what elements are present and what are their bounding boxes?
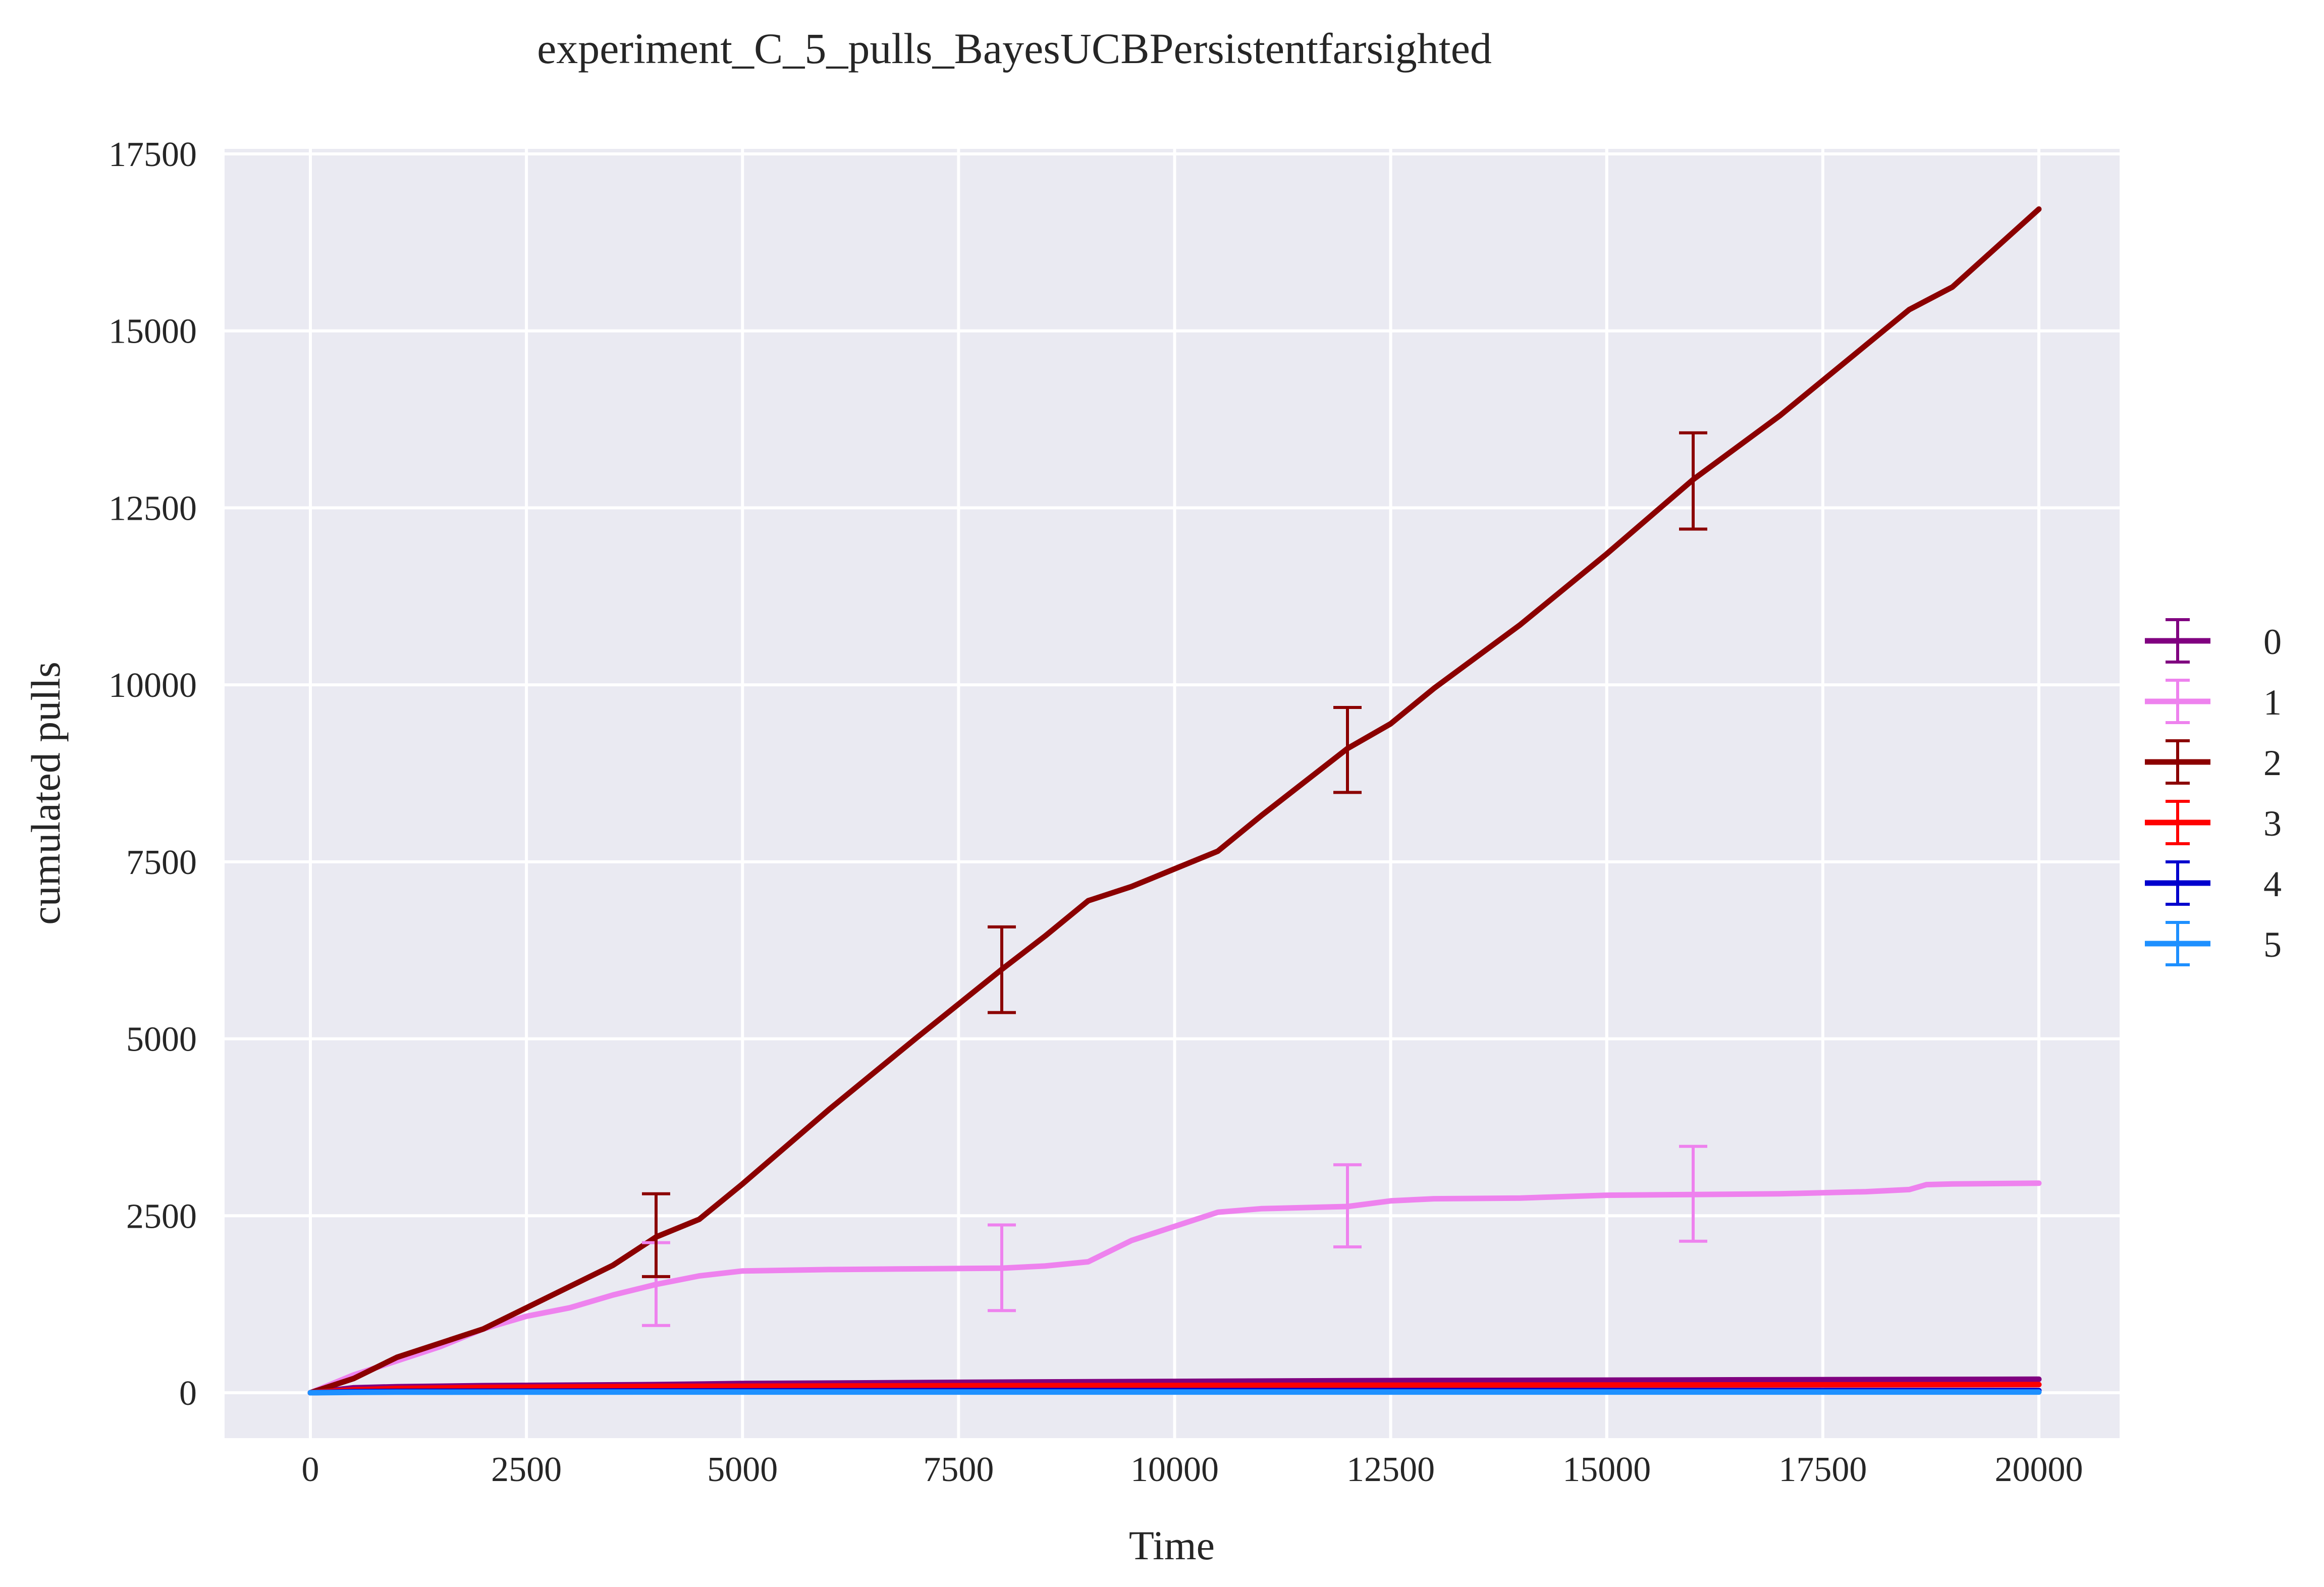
errorbar-2 [642,1192,670,1278]
errorbar-2 [988,925,1016,1014]
x-tick-label: 10000 [1130,1450,1219,1489]
legend: 0 1 2 3 4 5 [2145,618,2282,966]
errorbar-2 [1679,431,1707,531]
errorbar-1 [988,1223,1016,1312]
y-tick-label: 17500 [109,135,197,174]
y-tick-label: 2500 [126,1197,197,1236]
y-tick-label: 12500 [109,489,197,528]
y-tick-label: 7500 [126,843,197,882]
x-tick-label: 15000 [1562,1450,1651,1489]
series-line-5 [307,1389,2042,1396]
legend-item-2: 2 [2145,739,2282,785]
errorbar-2 [1333,706,1362,794]
x-axis-label: Time [1129,1522,1215,1568]
errorbar-1 [1333,1163,1362,1249]
tick-labels: 0 2500 5000 7500 10000 12500 15000 17500 20000 0 2… [109,135,2083,1489]
series-line-1 [307,1180,2042,1396]
y-tick-label: 15000 [109,312,197,351]
legend-item-0: 0 [2145,618,2282,664]
y-tick-label: 10000 [109,666,197,705]
x-tick-label: 5000 [707,1450,778,1489]
x-tick-label: 12500 [1346,1450,1435,1489]
error-bars [642,431,1707,1327]
chart-title: experiment_C_5_pulls_BayesUCBPersistentf… [537,24,1492,73]
legend-label: 0 [2263,622,2282,662]
errorbar-1 [1679,1144,1707,1243]
legend-item-3: 3 [2145,800,2282,845]
legend-item-1: 1 [2145,679,2282,724]
plot-area [225,149,2120,1438]
y-tick-label: 0 [179,1374,197,1413]
legend-label: 5 [2263,924,2282,965]
x-tick-label: 2500 [491,1450,562,1489]
x-tick-label: 17500 [1778,1450,1867,1489]
legend-label: 2 [2263,743,2282,783]
y-axis-label: cumulated pulls [23,662,69,925]
legend-label: 4 [2263,864,2282,904]
legend-label: 3 [2263,803,2282,844]
legend-item-5: 5 [2145,921,2282,966]
x-tick-label: 20000 [1995,1450,2083,1489]
x-tick-label: 7500 [923,1450,994,1489]
legend-item-4: 4 [2145,860,2282,906]
legend-label: 1 [2263,682,2282,723]
y-tick-label: 5000 [126,1020,197,1059]
x-tick-label: 0 [302,1450,319,1489]
